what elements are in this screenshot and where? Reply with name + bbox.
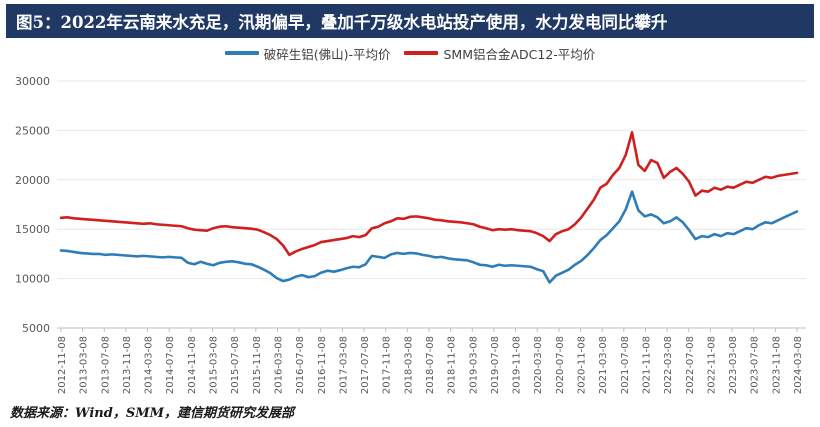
x-axis-tick-label: 2022-11-08 xyxy=(706,336,717,394)
x-axis-tick-label: 2019-07-08 xyxy=(490,336,501,394)
x-axis-tick-label: 2023-07-08 xyxy=(750,336,761,394)
line-chart: 5000 10000 15000 20000 25000 30000 2012-11-08 2… xyxy=(0,62,820,398)
y-axis-tick-label: 30000 xyxy=(15,75,50,88)
x-axis-tick-label: 2012-11-08 xyxy=(57,336,68,394)
x-axis-tick-label: 2014-03-08 xyxy=(144,336,155,394)
x-axis-tick-label: 2013-03-08 xyxy=(79,336,90,394)
x-axis-tick-label: 2016-11-08 xyxy=(317,336,328,394)
y-axis-tick-label: 25000 xyxy=(15,124,50,137)
figure-title-banner: 图5：2022年云南来水充足，汛期偏早，叠加千万级水电站投产使用，水力发电同比攀… xyxy=(6,4,814,38)
x-axis-tick-label: 2019-03-08 xyxy=(468,336,479,394)
line-swatch-blue-icon xyxy=(224,51,259,55)
series-line-1 xyxy=(59,131,799,257)
x-axis-tick-label: 2013-11-08 xyxy=(122,336,133,394)
x-axis-tick-label: 2024-03-08 xyxy=(793,336,804,394)
x-axis-tick-label: 2019-11-08 xyxy=(512,336,523,394)
legend-item-1[interactable]: SMM铝合金ADC12-平均价 xyxy=(404,44,595,63)
x-axis-tick-label: 2014-07-08 xyxy=(165,336,176,394)
x-axis-tick-label: 2014-11-08 xyxy=(187,336,198,394)
x-axis-tick-label: 2015-11-08 xyxy=(252,336,263,394)
legend-label-0: 破碎生铝(佛山)-平均价 xyxy=(263,46,391,62)
x-axis-tick-label: 2023-11-08 xyxy=(771,336,782,394)
x-axis-tick-label: 2018-07-08 xyxy=(425,336,436,394)
x-axis-tick-label: 2021-07-08 xyxy=(620,336,631,394)
page-title: 图5：2022年云南来水充足，汛期偏早，叠加千万级水电站投产使用，水力发电同比攀… xyxy=(16,13,668,32)
x-axis-tick-label: 2017-07-08 xyxy=(360,336,371,394)
chart-legend: 破碎生铝(佛山)-平均价 SMM铝合金ADC12-平均价 xyxy=(0,44,820,62)
series-line-0 xyxy=(59,190,799,284)
y-axis-tick-label: 20000 xyxy=(15,174,50,187)
x-axis-tick-label: 2023-03-08 xyxy=(728,336,739,394)
legend-label-1: SMM铝合金ADC12-平均价 xyxy=(443,46,596,62)
source-note: 数据来源：Wind，SMM，建信期货研究发展部 xyxy=(10,406,295,421)
x-axis-tick-label: 2018-11-08 xyxy=(447,336,458,394)
x-axis-tick-label: 2013-07-08 xyxy=(100,336,111,394)
x-axis-tick-label: 2015-07-08 xyxy=(230,336,241,394)
legend-item-0[interactable]: 破碎生铝(佛山)-平均价 xyxy=(224,44,391,63)
x-axis-tick-label: 2018-03-08 xyxy=(403,336,414,394)
x-axis-tick-label: 2020-07-08 xyxy=(555,336,566,394)
y-axis-tick-label: 15000 xyxy=(15,223,50,236)
x-axis-tick-label: 2020-11-08 xyxy=(577,336,588,394)
y-axis-tick-label: 10000 xyxy=(15,273,50,286)
x-axis-tick-label: 2021-11-08 xyxy=(641,336,652,394)
chart-canvas: 5000 10000 15000 20000 25000 30000 2012-11-08 2… xyxy=(15,75,806,394)
x-axis-tick-label: 2016-03-08 xyxy=(273,336,284,394)
x-axis-tick-label: 2021-03-08 xyxy=(598,336,609,394)
line-swatch-red-icon xyxy=(404,51,439,55)
x-axis-tick-label: 2017-11-08 xyxy=(382,336,393,394)
x-axis-tick-label: 2022-03-08 xyxy=(663,336,674,394)
x-axis-tick-label: 2022-07-08 xyxy=(685,336,696,394)
y-axis-tick-label: 5000 xyxy=(22,322,50,335)
x-axis-tick-label: 2017-03-08 xyxy=(338,336,349,394)
x-axis-tick-label: 2016-07-08 xyxy=(295,336,306,394)
x-axis-tick-label: 2015-03-08 xyxy=(209,336,220,394)
x-axis-tick-label: 2020-03-08 xyxy=(533,336,544,394)
